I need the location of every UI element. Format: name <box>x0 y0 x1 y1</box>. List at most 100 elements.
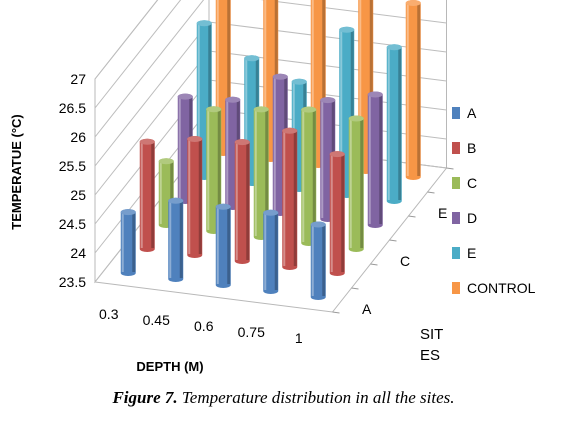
gridline <box>94 0 159 80</box>
bar-top <box>339 26 355 33</box>
bar-top <box>348 115 364 122</box>
bar <box>263 209 279 294</box>
depth-tick-label: C <box>400 253 410 269</box>
bar-body <box>187 136 203 258</box>
bar-top <box>244 55 260 62</box>
bar <box>187 136 203 258</box>
bar-top <box>120 209 136 216</box>
bar <box>367 91 383 228</box>
bar-top <box>158 158 174 165</box>
legend: A B C D E CONTROL <box>452 105 536 296</box>
y-tick-label: 26.5 <box>59 100 86 116</box>
bar-top <box>168 197 184 204</box>
legend-label: C <box>467 175 477 191</box>
legend-label: B <box>467 140 476 156</box>
legend-swatch <box>452 247 460 259</box>
bar-body <box>168 197 184 282</box>
y-tick-label: 26 <box>70 129 86 145</box>
bar <box>386 44 402 204</box>
bar-top <box>234 139 250 146</box>
figure-caption: Figure 7. Temperature distribution in al… <box>0 388 567 408</box>
bar <box>234 139 250 264</box>
gridline <box>94 0 182 109</box>
bar-top <box>310 221 326 228</box>
bar-top <box>196 20 212 27</box>
depth-tick-mark <box>351 287 359 290</box>
x-tick-label: 0.6 <box>194 318 214 334</box>
bar-top <box>282 127 298 134</box>
bar <box>120 209 136 276</box>
y-tick-label: 25 <box>70 187 86 203</box>
bar-top <box>405 0 421 6</box>
depth-tick-mark <box>408 215 416 218</box>
bar-body <box>386 44 402 204</box>
depth-tick-mark <box>389 239 397 242</box>
bar-body <box>405 0 421 180</box>
bar-top <box>320 97 336 104</box>
caption-text: Temperature distribution in all the site… <box>181 388 455 407</box>
bar-top <box>206 106 222 113</box>
legend-item: A <box>452 105 477 121</box>
depth-axis-ticks: A C E <box>332 167 454 317</box>
bar <box>253 106 269 241</box>
caption-label: Figure 7. <box>112 388 178 407</box>
bar-body <box>263 209 279 294</box>
bar-top <box>139 138 155 145</box>
bar-top <box>329 151 345 158</box>
legend-item: D <box>452 210 477 226</box>
bar <box>301 106 317 246</box>
bar-body <box>234 139 250 264</box>
bar <box>282 127 298 270</box>
y-tick-label: 25.5 <box>59 158 86 174</box>
bar-body <box>329 151 345 276</box>
chart: 23.5 24 24.5 25 25.5 26 26.5 27 0.3 0.45 0.6 0.75 1… <box>9 0 536 374</box>
y-tick-label: 24.5 <box>59 216 86 232</box>
depth-tick-mark <box>332 311 340 314</box>
depth-tick-mark <box>427 191 435 194</box>
bar-body <box>139 138 155 252</box>
legend-item: B <box>452 140 476 156</box>
legend-swatch <box>452 212 460 224</box>
bar <box>310 221 326 300</box>
x-axis-title: DEPTH (M) <box>136 359 203 374</box>
bar-top <box>187 136 203 142</box>
bar-top <box>177 93 193 100</box>
bar-body <box>310 221 326 300</box>
legend-item: C <box>452 175 477 191</box>
sites-axis-label-line1: SIT <box>420 326 444 343</box>
y-axis-ticks: 23.5 24 24.5 25 25.5 26 26.5 27 <box>59 71 86 290</box>
y-axis-title: TEMPERATUE (°C) <box>9 114 24 229</box>
bar-top <box>386 44 402 51</box>
bar <box>168 197 184 282</box>
legend-label: E <box>467 245 476 261</box>
bar <box>329 151 345 276</box>
legend-label: A <box>467 105 477 121</box>
depth-tick-label: A <box>362 301 372 317</box>
depth-tick-mark <box>446 167 454 170</box>
legend-swatch <box>452 142 460 154</box>
bar-top <box>253 106 269 113</box>
bar-top <box>291 78 307 85</box>
x-axis-ticks: 0.3 0.45 0.6 0.75 1 <box>99 306 303 346</box>
bar-body <box>215 203 231 288</box>
legend-swatch <box>452 282 460 294</box>
x-tick-label: 0.75 <box>238 324 265 340</box>
bar <box>348 115 364 252</box>
bar-body <box>367 91 383 228</box>
legend-item: CONTROL <box>452 280 536 296</box>
bar <box>139 138 155 252</box>
y-tick-label: 24 <box>70 245 86 261</box>
sites-axis-label-line2: ES <box>420 347 441 364</box>
legend-label: CONTROL <box>467 280 536 296</box>
x-tick-label: 0.45 <box>143 312 170 328</box>
x-tick-label: 0.3 <box>99 306 119 322</box>
bar-top <box>272 73 288 80</box>
bar <box>215 203 231 288</box>
bar-body <box>301 106 317 246</box>
bar-top <box>225 96 241 103</box>
legend-swatch <box>452 107 460 119</box>
bar <box>405 0 421 180</box>
chart-bars <box>120 0 421 300</box>
bar-body <box>253 106 269 241</box>
bar-top <box>215 203 231 210</box>
